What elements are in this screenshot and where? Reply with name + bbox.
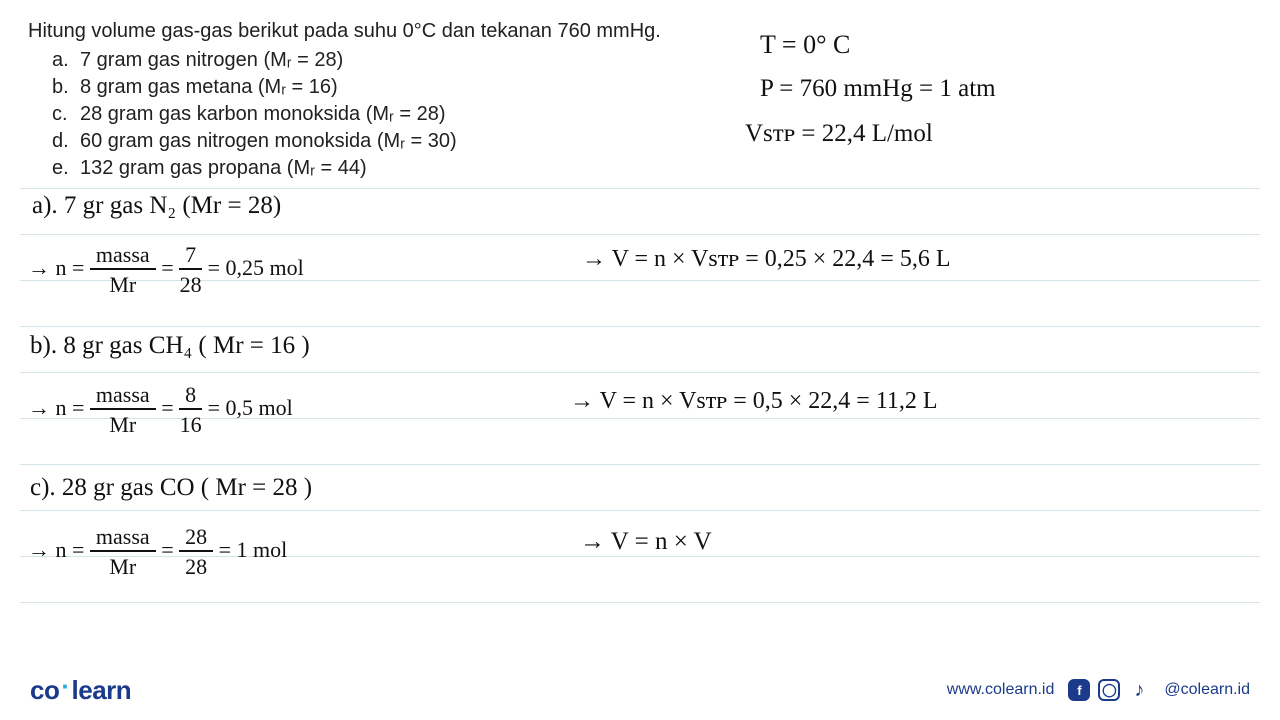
question-item: e. 132 gram gas propana (Mᵣ = 44) [52,155,1252,182]
frac-values: 8 16 [179,384,202,436]
item-text: 8 gram gas metana (Mᵣ = 16) [80,74,338,101]
work-a-n: → n = massa Mr = 7 28 = 0,25 mol [28,244,304,296]
n-result: = 1 mol [219,537,288,562]
frac-massa-mr: massa Mr [90,244,156,296]
frac-values: 7 28 [179,244,202,296]
arrow-lead: → n = [28,255,84,280]
frac-massa-mr: massa Mr [90,526,156,578]
n-result: = 0,25 mol [208,255,304,280]
frac-den: Mr [90,410,156,436]
given-temp: T = 0° C [760,30,850,60]
equals: = [161,255,173,280]
frac-den: 28 [179,270,202,296]
question-item: d. 60 gram gas nitrogen monoksida (Mᵣ = … [52,128,1252,155]
question-item: c. 28 gram gas karbon monoksida (Mᵣ = 28… [52,101,1252,128]
given-pressure: P = 760 mmHg = 1 atm [760,75,996,103]
facebook-icon[interactable]: f [1068,679,1090,701]
social-icons: f ◯ ♪ [1068,679,1150,701]
item-text: 60 gram gas nitrogen monoksida (Mᵣ = 30) [80,128,457,155]
frac-den: Mr [90,552,156,578]
rule-line [20,602,1260,603]
work-c-n: → n = massa Mr = 28 28 = 1 mol [28,526,287,578]
work-a-volume: → V = n × Vsᴛᴘ = 0,25 × 22,4 = 5,6 L [582,246,950,273]
tiktok-icon[interactable]: ♪ [1128,679,1150,701]
frac-den: 28 [179,552,213,578]
frac-num: massa [90,526,156,552]
item-label: b. [52,74,80,101]
question-block: Hitung volume gas-gas berikut pada suhu … [28,18,1252,182]
n-result: = 0,5 mol [208,395,293,420]
worksheet-page: Hitung volume gas-gas berikut pada suhu … [0,0,1280,640]
frac-num: 7 [179,244,202,270]
rule-line [20,326,1260,327]
frac-num: massa [90,244,156,270]
arrow-lead: → n = [28,395,84,420]
rule-line [20,510,1260,511]
question-item: b. 8 gram gas metana (Mᵣ = 16) [52,74,1252,101]
rule-line [20,188,1260,189]
equals: = [161,395,173,420]
frac-den: Mr [90,270,156,296]
brand-part-b: learn [72,675,132,705]
item-label: c. [52,101,80,128]
question-intro: Hitung volume gas-gas berikut pada suhu … [28,18,1252,45]
footer-right: www.colearn.id f ◯ ♪ @colearn.id [947,679,1250,701]
given-vstp: Vsᴛᴘ = 22,4 L/mol [745,120,933,148]
equals: = [161,537,173,562]
work-c-volume: → V = n × V [580,528,712,556]
work-b-volume: → V = n × Vsᴛᴘ = 0,5 × 22,4 = 11,2 L [570,388,938,415]
frac-num: massa [90,384,156,410]
rule-line [20,464,1260,465]
work-b-title: b). 8 gr gas CH₄ ( Mr = 16 ) [30,332,310,360]
item-label: a. [52,47,80,74]
arrow-lead: → n = [28,537,84,562]
frac-values: 28 28 [179,526,213,578]
rule-line [20,372,1260,373]
brand-logo: co·learn [30,675,131,706]
frac-den: 16 [179,410,202,436]
frac-massa-mr: massa Mr [90,384,156,436]
work-b-n: → n = massa Mr = 8 16 = 0,5 mol [28,384,293,436]
question-item: a. 7 gram gas nitrogen (Mᵣ = 28) [52,47,1252,74]
footer-handle[interactable]: @colearn.id [1164,681,1250,699]
item-label: e. [52,155,80,182]
question-list: a. 7 gram gas nitrogen (Mᵣ = 28) b. 8 gr… [28,47,1252,182]
work-a-title: a). 7 gr gas N₂ (Mr = 28) [32,192,281,220]
footer: co·learn www.colearn.id f ◯ ♪ @colearn.i… [0,660,1280,720]
work-c-title: c). 28 gr gas CO ( Mr = 28 ) [30,474,312,502]
instagram-icon[interactable]: ◯ [1098,679,1120,701]
frac-num: 8 [179,384,202,410]
item-text: 132 gram gas propana (Mᵣ = 44) [80,155,367,182]
item-label: d. [52,128,80,155]
item-text: 28 gram gas karbon monoksida (Mᵣ = 28) [80,101,446,128]
brand-dot-icon: · [59,671,71,701]
rule-line [20,234,1260,235]
frac-num: 28 [179,526,213,552]
item-text: 7 gram gas nitrogen (Mᵣ = 28) [80,47,343,74]
footer-url[interactable]: www.colearn.id [947,681,1055,699]
brand-part-a: co [30,675,59,705]
